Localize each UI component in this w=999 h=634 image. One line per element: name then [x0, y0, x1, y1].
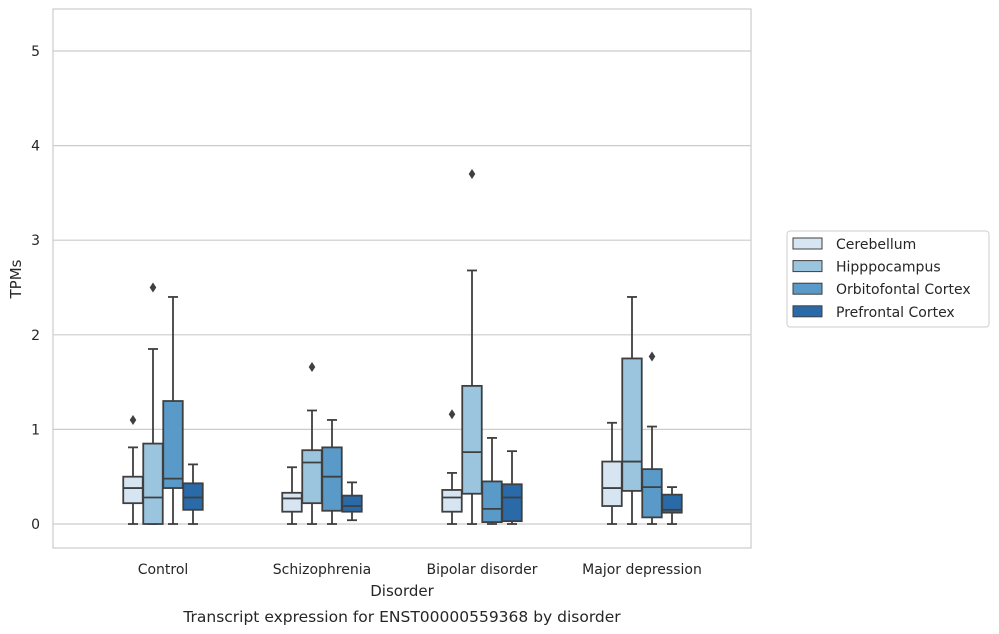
boxes [122, 168, 683, 525]
box-iqr [162, 400, 184, 489]
x-tick-label: Bipolar disorder [426, 562, 537, 578]
box-prefrontal-cortex [182, 463, 204, 525]
legend-label: Cerebellum [836, 237, 916, 253]
box-hipppocampus [461, 168, 483, 525]
outlier-point [448, 409, 456, 420]
y-axis-title: TPMs [7, 259, 25, 299]
box-cerebellum [601, 421, 623, 525]
x-tick-labels: Control Schizophrenia Bipolar disorder Majo… [138, 562, 702, 578]
box-iqr [321, 446, 343, 512]
x-tick-label: Major depression [582, 562, 702, 578]
box-iqr [122, 475, 144, 505]
box-orbitofontal-cortex [162, 296, 184, 525]
y-tick-label: 4 [31, 139, 40, 155]
legend-swatch [792, 237, 823, 250]
legend-frame [786, 230, 990, 328]
box-iqr [281, 491, 303, 513]
legend-swatch [792, 260, 823, 273]
outlier-point [468, 168, 476, 179]
box-orbitofontal-cortex [321, 419, 343, 525]
box-cerebellum [441, 409, 463, 525]
box-iqr [182, 482, 204, 511]
box-iqr [461, 384, 483, 495]
box-iqr [481, 480, 503, 524]
legend-label: Hipppocampus [836, 260, 941, 276]
legend-swatch [792, 305, 823, 318]
box-orbitofontal-cortex [481, 437, 503, 525]
x-tick-label: Schizophrenia [273, 562, 371, 578]
plot-frame [52, 8, 752, 549]
outlier-point [149, 282, 157, 293]
outlier-point [648, 351, 656, 362]
x-axis-title: Disorder [370, 582, 434, 600]
y-tick-label: 1 [31, 422, 40, 438]
box-prefrontal-cortex [661, 486, 683, 525]
box-iqr [501, 483, 523, 523]
y-tick-label: 5 [31, 44, 40, 60]
box-iqr [301, 449, 323, 505]
box-prefrontal-cortex [341, 481, 363, 522]
y-tick-label: 3 [31, 233, 40, 249]
legend: Cerebellum Hipppocampus Orbitofontal Corte… [786, 230, 990, 328]
box-cerebellum [122, 414, 144, 525]
box-iqr [641, 468, 663, 519]
box-hipppocampus [301, 361, 323, 525]
box-iqr [441, 489, 463, 513]
box-hipppocampus [621, 296, 643, 525]
legend-swatch [792, 282, 823, 295]
x-tick-label: Control [138, 562, 189, 578]
chart-caption: Transcript expression for ENST0000055936… [182, 608, 621, 626]
y-tick-label: 2 [31, 328, 40, 344]
box-iqr [621, 357, 643, 492]
box-iqr [142, 442, 164, 525]
box-iqr [601, 460, 623, 507]
y-tick-label: 0 [31, 517, 40, 533]
box-orbitofontal-cortex [641, 351, 663, 525]
box-iqr [661, 493, 683, 514]
legend-label: Prefrontal Cortex [836, 305, 955, 321]
y-tick-labels: 0 1 2 3 4 5 [31, 44, 40, 533]
outlier-point [308, 361, 316, 372]
box-prefrontal-cortex [501, 450, 523, 525]
outlier-point [129, 414, 137, 425]
legend-label: Orbitofontal Cortex [836, 282, 971, 298]
box-iqr [341, 494, 363, 513]
